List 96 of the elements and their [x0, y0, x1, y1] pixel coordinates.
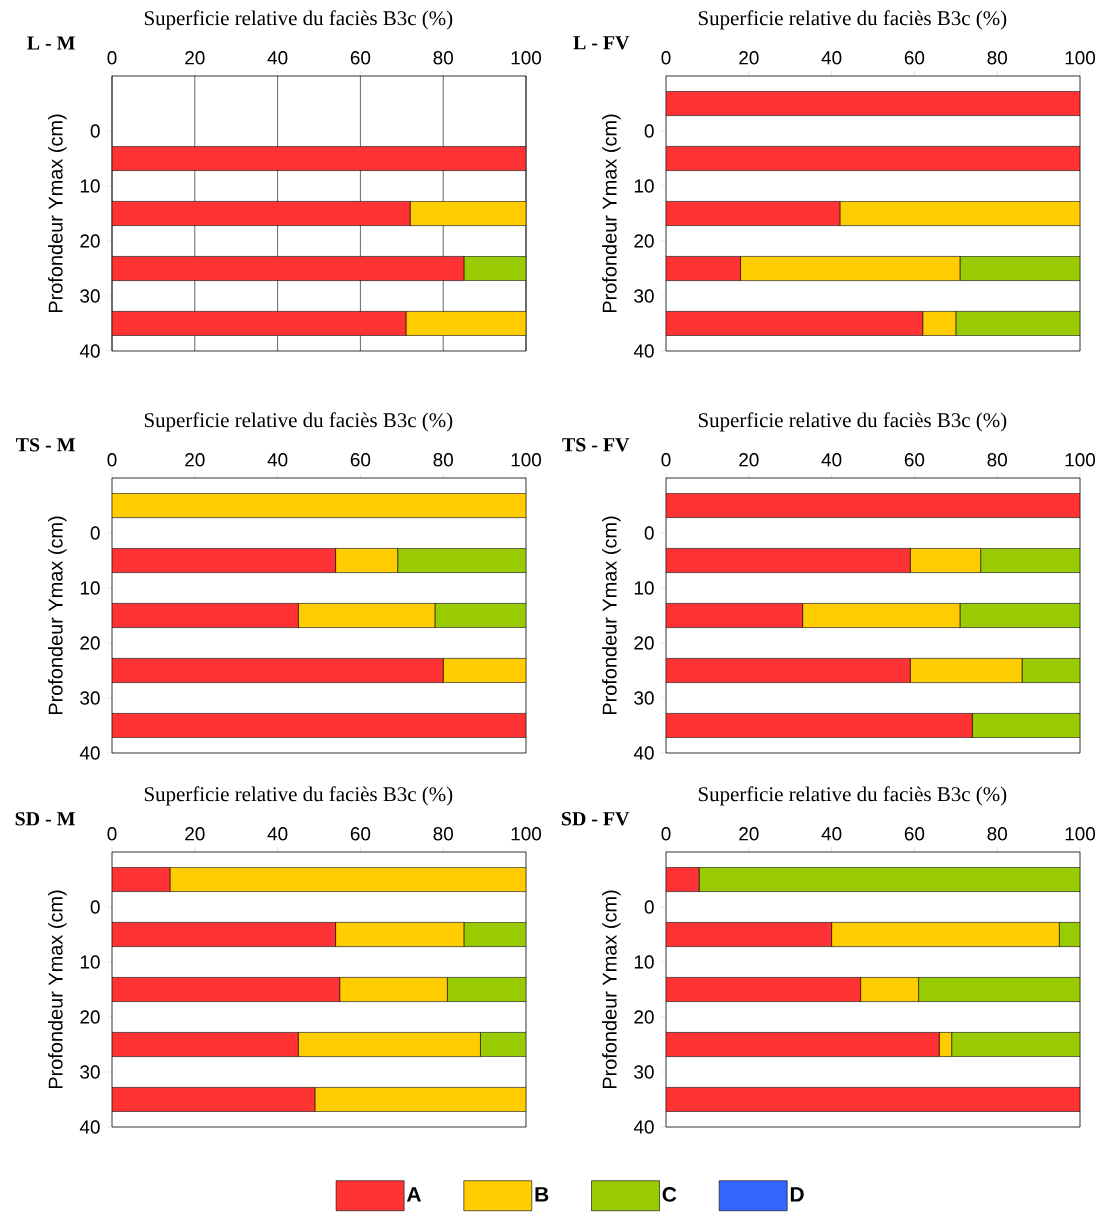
x-tick-label: 80 — [433, 51, 453, 65]
y-tick-label: 0 — [90, 900, 100, 914]
y-tick-label: 30 — [80, 289, 100, 303]
y-axis-title: Profondeur Ymax (cm) — [48, 114, 67, 313]
y-tick-label: 0 — [644, 124, 654, 138]
y-tick-label: 30 — [634, 691, 654, 705]
chart-title: SD - M — [15, 812, 75, 826]
bar — [698, 867, 1081, 892]
y-tick-label: 10 — [634, 955, 654, 969]
y-tick-label: 40 — [79, 344, 100, 358]
y-tick-label: 30 — [634, 289, 654, 303]
x-tick-label: 20 — [739, 453, 759, 467]
x-axis-title: Superficie relative du faciès B3c (%) — [698, 412, 1007, 432]
y-tick-label: 0 — [644, 900, 654, 914]
y-tick-label: 0 — [90, 124, 100, 138]
legend-label: B — [535, 1187, 549, 1202]
x-tick-label: 0 — [661, 453, 671, 467]
x-axis-title: Superficie relative du faciès B3c (%) — [698, 786, 1007, 806]
x-tick-label: 0 — [661, 827, 671, 841]
y-axis-title: Profondeur Ymax (cm) — [48, 890, 67, 1089]
x-tick-label: 0 — [107, 51, 117, 65]
x-axis-title: Superficie relative du faciès B3c (%) — [698, 10, 1007, 30]
y-tick-label: 20 — [634, 1010, 654, 1024]
bar — [112, 922, 336, 947]
x-tick-label: 0 — [107, 827, 117, 841]
y-tick-label: 30 — [80, 1065, 100, 1079]
bar — [112, 1032, 299, 1057]
y-tick-label: 40 — [79, 1120, 100, 1134]
x-tick-label: 60 — [904, 51, 925, 65]
x-tick-label: 0 — [661, 51, 671, 65]
y-tick-label: 0 — [644, 526, 654, 540]
x-tick-label: 40 — [821, 827, 842, 841]
x-tick-label: 80 — [987, 51, 1007, 65]
x-tick-label: 80 — [987, 827, 1007, 841]
x-tick-label: 100 — [511, 827, 542, 841]
legend-label: A — [406, 1187, 421, 1202]
x-tick-label: 40 — [267, 453, 288, 467]
x-tick-label: 100 — [511, 453, 542, 467]
x-tick-label: 60 — [350, 51, 371, 65]
bar — [918, 977, 1081, 1002]
x-tick-label: 100 — [1065, 827, 1096, 841]
y-tick-label: 40 — [633, 1120, 654, 1134]
x-tick-label: 20 — [185, 827, 205, 841]
bar — [951, 1032, 1081, 1057]
y-tick-label: 10 — [80, 179, 100, 193]
x-tick-label: 40 — [821, 51, 842, 65]
y-tick-label: 30 — [634, 1065, 654, 1079]
x-tick-label: 60 — [350, 453, 371, 467]
y-axis-title: Profondeur Ymax (cm) — [602, 114, 621, 313]
y-axis-title: Profondeur Ymax (cm) — [602, 890, 621, 1089]
legend-label: C — [662, 1187, 677, 1202]
y-tick-label: 30 — [80, 691, 100, 705]
y-tick-label: 20 — [634, 234, 654, 248]
y-tick-label: 10 — [634, 179, 654, 193]
chart-title: L - M — [27, 36, 75, 50]
x-tick-label: 80 — [987, 453, 1007, 467]
chart-title: TS - M — [16, 438, 75, 452]
y-tick-label: 10 — [80, 955, 100, 969]
x-tick-label: 20 — [739, 51, 759, 65]
chart-title: SD - FV — [561, 812, 630, 826]
x-tick-label: 100 — [511, 51, 542, 65]
x-tick-label: 20 — [185, 453, 205, 467]
bar — [112, 867, 171, 892]
y-tick-label: 40 — [633, 746, 654, 760]
x-tick-label: 80 — [433, 453, 453, 467]
y-tick-label: 20 — [80, 636, 100, 650]
x-tick-label: 60 — [904, 827, 925, 841]
x-axis-title: Superficie relative du faciès B3c (%) — [144, 10, 453, 30]
x-tick-label: 100 — [1065, 51, 1096, 65]
x-tick-label: 20 — [739, 827, 759, 841]
y-tick-label: 20 — [634, 636, 654, 650]
bar — [112, 1087, 316, 1112]
x-tick-label: 80 — [433, 827, 453, 841]
x-tick-label: 60 — [904, 453, 925, 467]
y-tick-label: 40 — [79, 746, 100, 760]
x-tick-label: 40 — [267, 51, 288, 65]
x-tick-label: 100 — [1065, 453, 1096, 467]
legend-label: D — [790, 1187, 804, 1202]
x-tick-label: 0 — [107, 453, 117, 467]
y-axis-title: Profondeur Ymax (cm) — [48, 516, 67, 715]
y-tick-label: 40 — [633, 344, 654, 358]
y-axis-title: Profondeur Ymax (cm) — [602, 516, 621, 715]
chart-title: L - FV — [573, 36, 630, 50]
y-tick-label: 10 — [80, 581, 100, 595]
x-axis-title: Superficie relative du faciès B3c (%) — [144, 412, 453, 432]
x-tick-label: 60 — [350, 827, 371, 841]
x-tick-label: 40 — [267, 827, 288, 841]
x-axis-title: Superficie relative du faciès B3c (%) — [144, 786, 453, 806]
bar — [112, 977, 340, 1002]
x-tick-label: 20 — [185, 51, 205, 65]
y-tick-label: 0 — [90, 526, 100, 540]
x-tick-label: 40 — [821, 453, 842, 467]
y-tick-label: 20 — [80, 234, 100, 248]
y-tick-label: 10 — [634, 581, 654, 595]
chart-title: TS - FV — [562, 438, 630, 452]
y-tick-label: 20 — [80, 1010, 100, 1024]
